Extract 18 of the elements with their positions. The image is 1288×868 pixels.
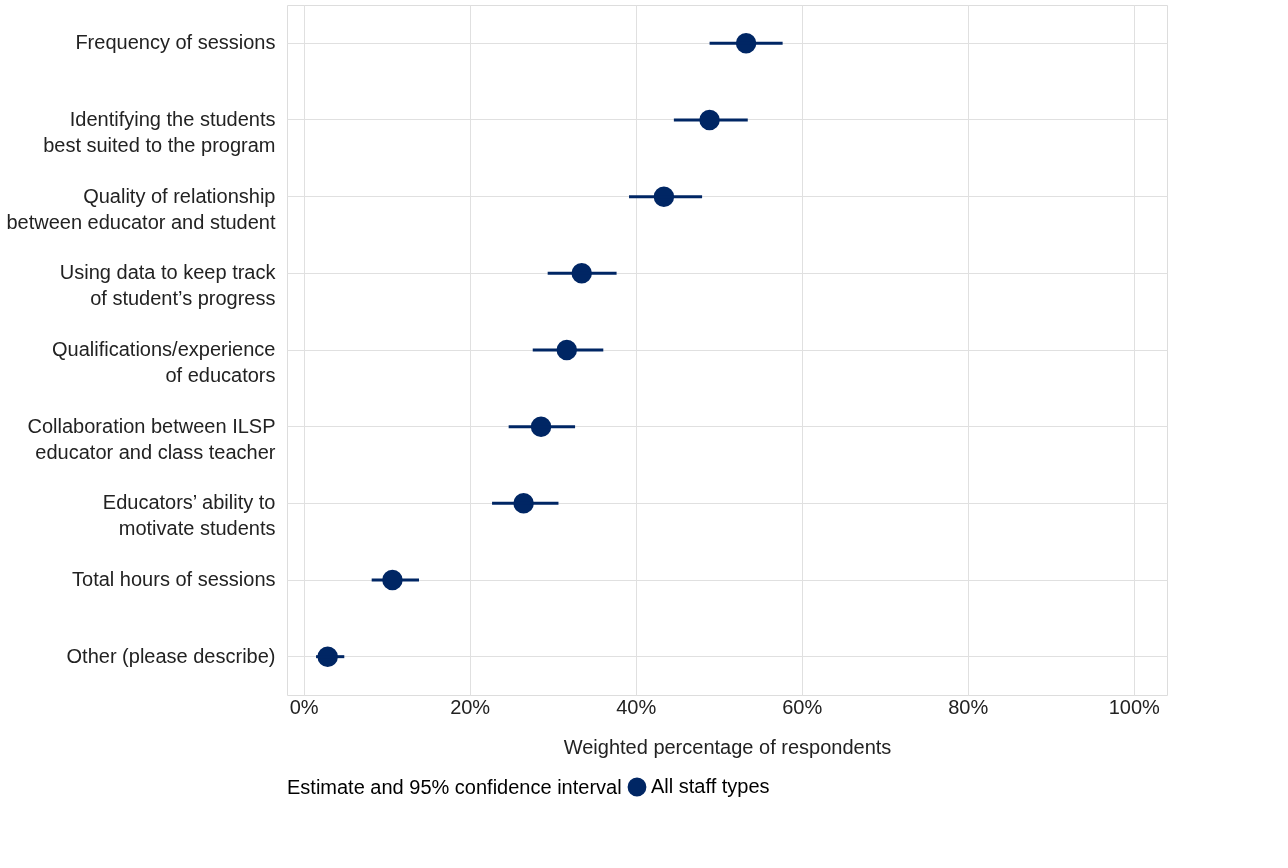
legend-title: Estimate and 95% confidence interval: [287, 776, 622, 798]
x-tick-label: 60%: [782, 695, 823, 718]
x-tick-label: 40%: [616, 695, 657, 718]
x-tick-label: 80%: [948, 695, 989, 718]
x-tick-label: 0%: [289, 695, 319, 718]
y-tick-label: Educators’ ability to motivate students: [102, 491, 276, 540]
y-tick-label: Total hours of sessions: [72, 568, 276, 590]
y-tick-label: Qualifications/experience of educators: [52, 338, 276, 386]
y-tick-label: Other (please describe): [66, 644, 276, 667]
x-tick-label: 100%: [1108, 695, 1161, 718]
y-tick-label: Quality of relationship between educator and student: [6, 184, 276, 233]
x-tick-label: 20%: [450, 695, 491, 718]
y-tick-label: Frequency of sessions: [75, 31, 276, 54]
y-tick-label: Using data to keep track of student’s progress: [59, 261, 277, 310]
legend-label: All staff types: [651, 775, 770, 797]
y-tick-label: Identifying the students best suited to the program: [43, 108, 276, 156]
y-tick-label: Collaboration between ILSP educator and class teacher: [27, 414, 276, 463]
x-axis-title: Weighted percentage of respondents: [563, 735, 892, 758]
